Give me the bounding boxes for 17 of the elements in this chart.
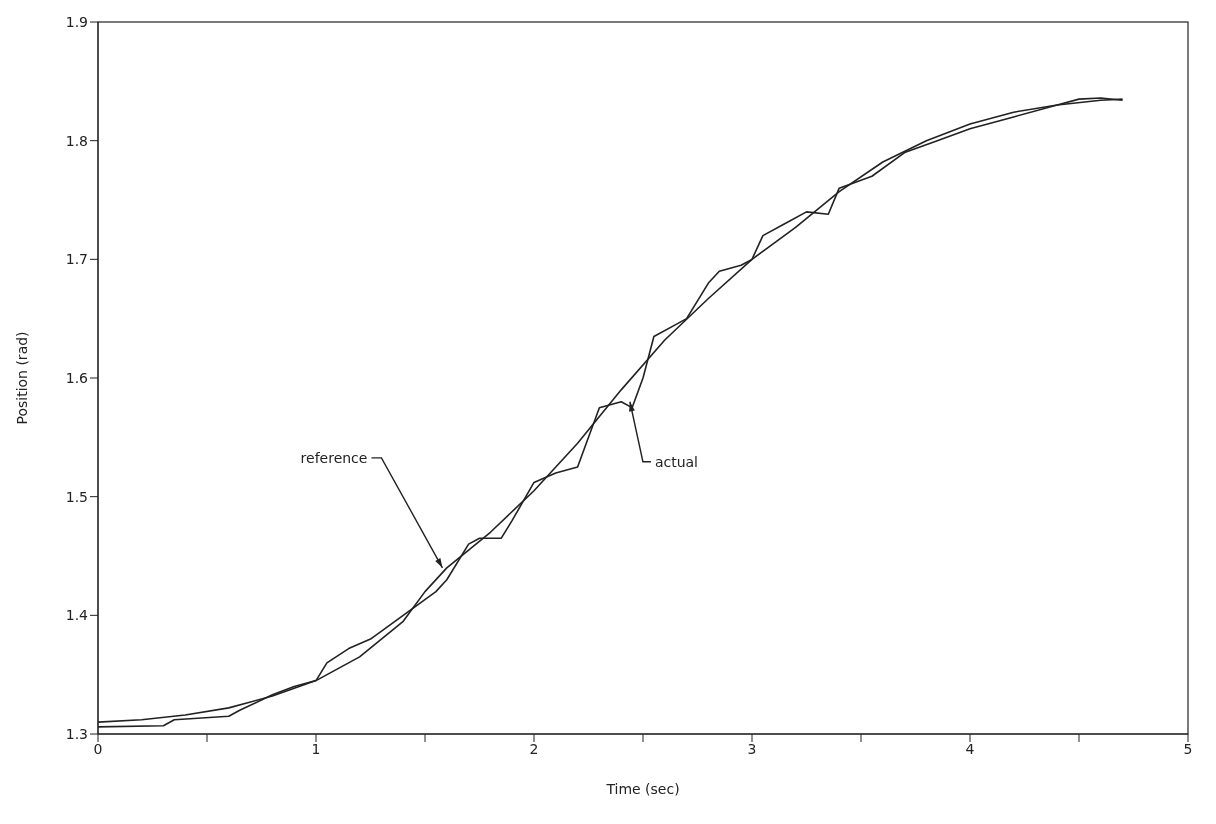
x-tick-label: 2 xyxy=(529,740,539,757)
x-tick-label: 3 xyxy=(747,740,757,757)
annotation: reference xyxy=(300,449,368,466)
y-tick-label: 1.7 xyxy=(65,251,88,268)
y-tick-label: 1.3 xyxy=(65,725,88,742)
x-tick-label: 0 xyxy=(93,740,103,757)
x-axis-title: Time (sec) xyxy=(605,781,680,797)
y-tick-label: 1.4 xyxy=(65,607,89,624)
y-tick-label: 1.6 xyxy=(65,369,89,386)
y-tick-label: 1.9 xyxy=(65,13,88,30)
annotation: actual xyxy=(654,453,699,470)
x-tick-label: 5 xyxy=(1183,740,1193,757)
y-tick-label: 1.5 xyxy=(65,488,88,505)
x-tick-label: 4 xyxy=(965,740,975,757)
y-axis-title: Position (rad) xyxy=(13,331,30,425)
y-tick-label: 1.8 xyxy=(65,132,88,149)
x-tick-label: 1 xyxy=(311,740,321,757)
